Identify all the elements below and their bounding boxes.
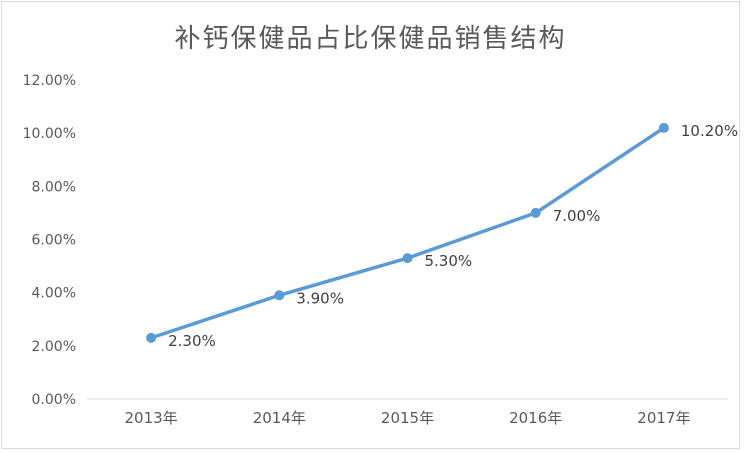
chart-title: 补钙保健品占比保健品销售结构 [174, 24, 567, 54]
y-axis-tick-label: 10.00% [23, 126, 76, 142]
x-axis-tick-label: 2015年 [381, 409, 434, 427]
data-point-label: 5.30% [425, 252, 473, 270]
data-point-marker [146, 332, 157, 343]
data-point-label: 3.90% [296, 289, 344, 307]
y-axis-tick-label: 0.00% [32, 392, 76, 408]
data-point-label: 7.00% [553, 207, 601, 225]
plot-area: 0.00% 2.00% 4.00% 6.00% 8.00% 10.00% 12.00% 201… [23, 73, 738, 427]
y-axis-tick-label: 8.00% [32, 179, 76, 195]
y-axis-tick-label: 12.00% [23, 73, 76, 89]
data-point-marker [402, 253, 413, 264]
y-axis-tick-label: 6.00% [32, 233, 76, 249]
y-axis-tick-label: 2.00% [32, 339, 76, 355]
x-axis-tick-label: 2017年 [637, 409, 690, 427]
data-point-marker [530, 207, 541, 218]
x-axis-tick-label: 2016年 [509, 409, 562, 427]
series-line [149, 126, 666, 340]
data-point-marker [274, 290, 285, 301]
x-axis-tick-label: 2013年 [125, 409, 178, 427]
x-axis-tick-label: 2014年 [253, 409, 306, 427]
data-point-label: 10.20% [681, 122, 738, 140]
line-chart: 补钙保健品占比保健品销售结构 0.00% 2.00% 4.00% 6.00% 8.00%… [1, 1, 740, 449]
y-axis-tick-label: 4.00% [32, 286, 76, 302]
data-point-marker [658, 122, 669, 133]
data-point-label: 2.30% [168, 332, 216, 350]
